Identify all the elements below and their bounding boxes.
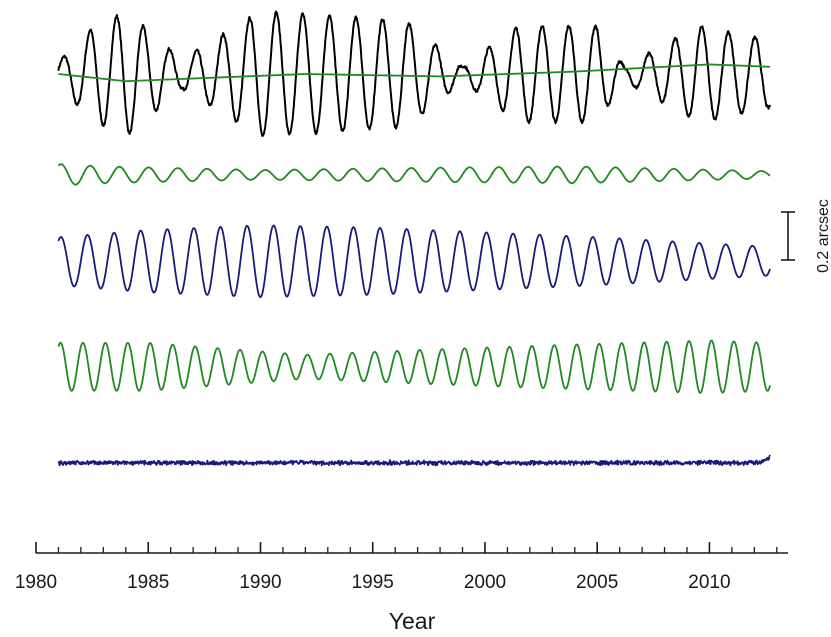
scale-bar-label: 0.2 arcsec <box>815 199 831 273</box>
x-tick-label: 1990 <box>239 572 281 593</box>
series-line-3 <box>57 163 771 186</box>
x-tick-label: 1985 <box>127 572 169 593</box>
series-line-2 <box>58 63 771 83</box>
x-axis-title: Year <box>389 608 436 634</box>
scale-bar: 0.2 arcsec <box>781 199 831 273</box>
x-tick-label: 2005 <box>576 572 618 593</box>
series-line-5 <box>57 339 771 394</box>
series-layer <box>57 10 771 467</box>
series-line-4 <box>57 224 771 299</box>
x-tick-label: 1980 <box>15 572 57 593</box>
series-line-6 <box>57 454 771 467</box>
x-ticks: 1980 1985 1990 1995 2000 2005 2010 <box>15 542 778 593</box>
x-tick-label: 2000 <box>464 572 506 593</box>
x-tick-label: 2010 <box>688 572 730 593</box>
x-tick-label: 1995 <box>352 572 394 593</box>
series-line-1 <box>57 10 771 137</box>
